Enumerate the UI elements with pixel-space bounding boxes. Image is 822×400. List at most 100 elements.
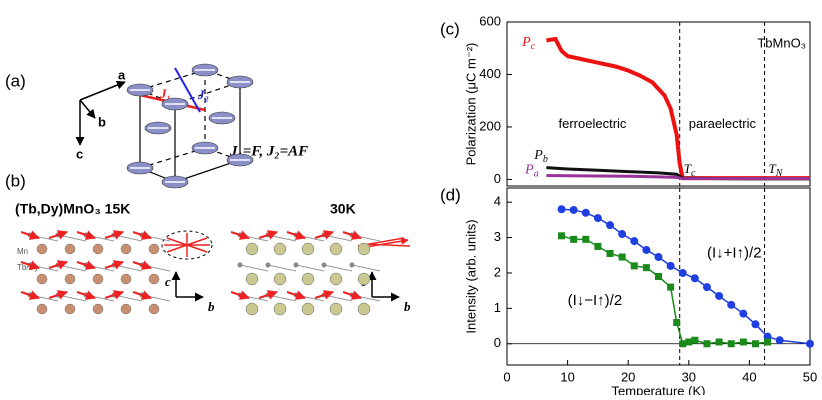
spin (132, 290, 152, 300)
spin (342, 230, 362, 240)
text-sub: c (691, 168, 696, 179)
panel-label: (a) (5, 71, 26, 90)
x-tick-label: 0 (503, 369, 510, 384)
mn-atom (265, 262, 271, 268)
bond (351, 264, 381, 272)
spin-cross (164, 233, 210, 257)
atom (357, 302, 371, 316)
axis-label: a (118, 67, 126, 82)
atom-label: Tb/Dy (17, 263, 38, 272)
mn-atom (349, 262, 355, 268)
y-tick-label: 2 (494, 264, 501, 279)
axes-icon (171, 271, 400, 302)
atom (120, 243, 132, 255)
y-tick-label: 200 (479, 118, 501, 133)
bond (267, 264, 297, 272)
bond (113, 234, 143, 242)
series-label: Pa (524, 162, 539, 179)
spin (76, 230, 96, 240)
atom (357, 242, 371, 256)
mn-atom (293, 262, 299, 268)
spin (104, 260, 124, 270)
marker (606, 221, 615, 230)
atom (120, 273, 132, 285)
marker (715, 291, 724, 300)
bond (323, 264, 353, 272)
text-main: T (684, 161, 692, 176)
marker (655, 273, 662, 280)
y-tick-label: 600 (479, 13, 501, 28)
atom (64, 303, 76, 315)
marker (678, 268, 687, 277)
marker (666, 261, 675, 270)
panel-title: 30K (330, 201, 356, 217)
corner-text: TbMnO₃ (757, 35, 806, 50)
y-axis-label: Polarization (μC m⁻²) (463, 43, 478, 166)
spin (258, 230, 278, 240)
panel-label: (c) (440, 19, 460, 38)
bond (267, 234, 297, 242)
marker (764, 338, 772, 346)
text-sub: a (534, 169, 539, 180)
text-sub: b (543, 154, 548, 165)
bond (295, 264, 325, 272)
panel-label: (b) (5, 171, 26, 190)
atom (301, 272, 315, 286)
spin (342, 290, 362, 300)
atom (148, 273, 160, 285)
panel-label: (d) (440, 185, 461, 204)
axis-label: b (98, 114, 106, 129)
marker (685, 338, 693, 346)
text-sub: N (775, 168, 784, 179)
spin (48, 230, 68, 240)
atom (357, 272, 371, 286)
transition-label: TN (769, 161, 784, 179)
bond (323, 234, 353, 242)
atom (329, 242, 343, 256)
x-tick-label: 20 (621, 369, 635, 384)
plot-frame (506, 187, 811, 366)
marker (606, 249, 614, 257)
marker (751, 320, 760, 329)
axis-label: b (208, 299, 215, 314)
y-tick-label: 0 (494, 171, 501, 186)
spin (76, 290, 96, 300)
series-label: (I↓−I↑)/2 (568, 292, 623, 309)
atom (92, 273, 104, 285)
marker (667, 283, 675, 291)
spin (314, 230, 334, 240)
series-label: Pc (521, 35, 536, 52)
axes-icon (75, 80, 126, 146)
marker (618, 230, 627, 239)
marker (690, 274, 699, 283)
atom (120, 303, 132, 315)
atom (148, 243, 160, 255)
marker (715, 338, 723, 346)
marker (642, 264, 650, 272)
spin (314, 290, 334, 300)
marker (570, 235, 578, 243)
series-line (546, 36, 810, 181)
bond (239, 264, 269, 272)
text-main: P (521, 35, 531, 50)
bond (113, 294, 143, 302)
series-line (561, 208, 811, 345)
spin (20, 290, 40, 300)
marker (630, 237, 639, 246)
spin (230, 230, 250, 240)
marker (630, 262, 638, 270)
spin (104, 230, 124, 240)
y-tick-label: 0 (494, 335, 501, 350)
spin (286, 230, 306, 240)
atom-label: Mn (17, 247, 28, 256)
text-main: T (769, 161, 777, 176)
spin (48, 260, 68, 270)
marker (557, 205, 566, 214)
text-main: P (533, 148, 543, 163)
x-tick-label: 50 (803, 369, 817, 384)
j2-label: J₂ (197, 87, 209, 102)
atom (36, 303, 48, 315)
atom (92, 243, 104, 255)
